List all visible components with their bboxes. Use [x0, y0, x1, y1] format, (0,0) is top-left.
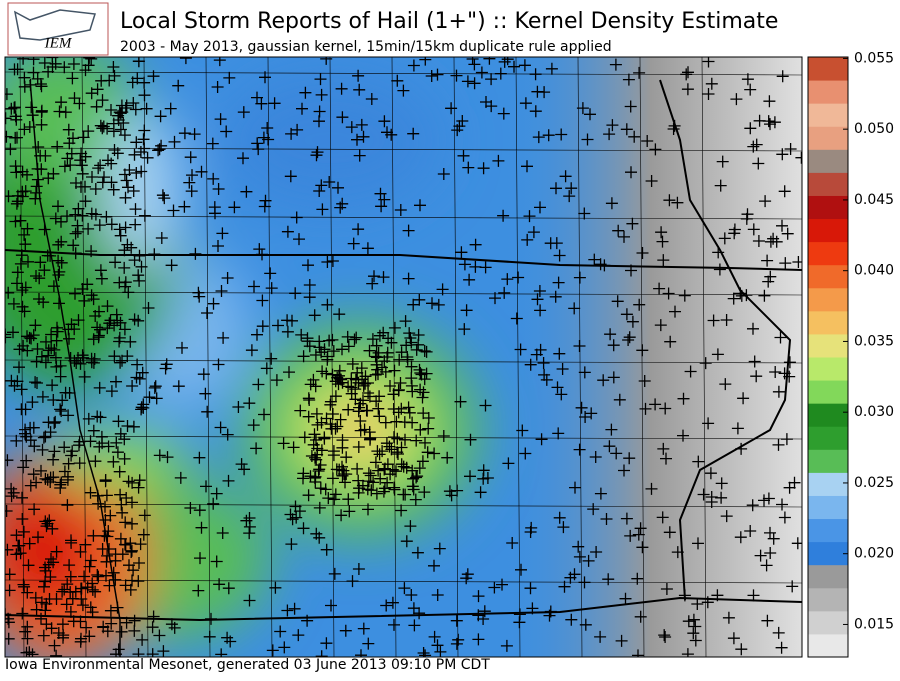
colorbar-segment — [808, 80, 848, 104]
colorbar-tick-label: 0.015 — [854, 616, 894, 632]
colorbar-segment — [808, 610, 848, 635]
colorbar-segment — [808, 518, 848, 543]
colorbar-segment — [808, 380, 848, 404]
colorbar-segment — [808, 426, 848, 450]
colorbar-segment — [808, 103, 848, 127]
colorbar-segment — [808, 195, 848, 220]
colorbar-segment — [808, 264, 848, 289]
colorbar-segment — [808, 587, 848, 612]
colorbar-segment — [808, 495, 848, 520]
footer: Iowa Environmental Mesonet, generated 03… — [5, 657, 490, 673]
logo-text: IEM — [44, 35, 73, 51]
colorbar-tick-label: 0.020 — [854, 546, 894, 562]
colorbar-frame — [807, 56, 849, 658]
colorbar-tick-label: 0.055 — [854, 50, 894, 66]
colorbar-segment — [808, 241, 848, 266]
colorbar: 0.015 0.020 0.025 0.030 0.035 0.040 0.045 0.050… — [807, 50, 894, 658]
colorbar-segment — [808, 126, 848, 150]
colorbar-segment — [808, 403, 848, 427]
colorbar-tick-label: 0.050 — [854, 121, 894, 137]
subtitle: 2003 - May 2013, gaussian kernel, 15min/… — [120, 39, 612, 55]
colorbar-segment — [808, 541, 848, 566]
colorbar-segment — [808, 472, 848, 496]
colorbar-segment — [808, 287, 848, 312]
title: Local Storm Reports of Hail (1+") :: Ker… — [120, 9, 778, 34]
density-map — [5, 57, 802, 657]
colorbar-segment — [808, 57, 848, 81]
colorbar-segment — [808, 172, 848, 196]
colorbar-segment — [808, 357, 848, 381]
colorbar-segment — [808, 333, 848, 358]
colorbar-segment — [808, 218, 848, 243]
colorbar-tick-label: 0.030 — [854, 404, 894, 420]
colorbar-segment — [808, 633, 848, 658]
colorbar-tick-label: 0.045 — [854, 192, 894, 208]
colorbar-segment — [808, 149, 848, 173]
colorbar-tick-label: 0.035 — [854, 333, 894, 349]
colorbar-segment — [808, 564, 848, 589]
colorbar-tick-label: 0.040 — [854, 263, 894, 279]
colorbar-segment — [808, 310, 848, 335]
logo: IEM — [7, 2, 109, 56]
colorbar-segment — [808, 449, 848, 473]
colorbar-tick-label: 0.025 — [854, 475, 894, 491]
